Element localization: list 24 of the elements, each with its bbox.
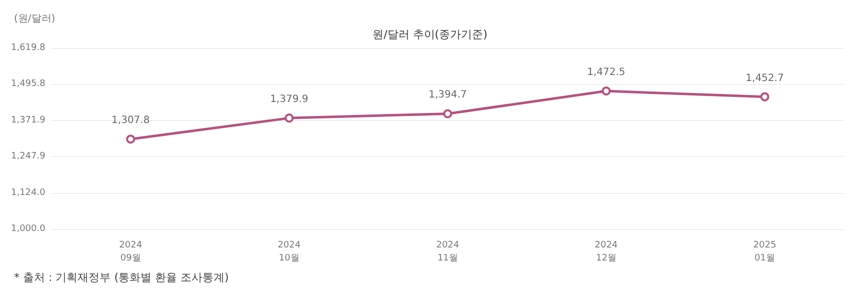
- x-tick-label: 2024 12월: [594, 240, 618, 264]
- data-label: 1,307.8: [112, 115, 150, 126]
- y-tick-label: 1,124.0: [10, 188, 46, 198]
- text: * 출처 : 기획재정부 (통화별 환율 조사통계): [14, 271, 229, 284]
- y-axis-title: (원/달러): [14, 14, 56, 24]
- data-label: 1,394.7: [428, 90, 467, 101]
- chart-title: 원/달러 추이(종가기준): [372, 28, 488, 41]
- point: [284, 114, 294, 123]
- y-tick-label: 1,247.9: [10, 152, 46, 162]
- point: [126, 134, 136, 144]
- y-tick-label: 1,371.9: [10, 115, 46, 126]
- point: [602, 86, 611, 96]
- y-tick-label: 1,000.0: [10, 224, 46, 234]
- x-tick-label: 2025 01월: [753, 240, 776, 264]
- x-tick-label: 2024 09월: [119, 240, 142, 264]
- y-tick-label: 1,495.8: [10, 79, 46, 90]
- data-label: 1,452.7: [746, 72, 784, 84]
- data-label: 1,472.5: [587, 67, 626, 78]
- data-label: 1,379.9: [270, 94, 308, 106]
- point: [760, 92, 770, 102]
- x-tick-label: 2024 11월: [436, 240, 460, 264]
- point: [443, 109, 452, 118]
- x-tick-label: 2024 10월: [278, 240, 301, 264]
- y-tick-label: 1,619.8: [10, 43, 46, 53]
